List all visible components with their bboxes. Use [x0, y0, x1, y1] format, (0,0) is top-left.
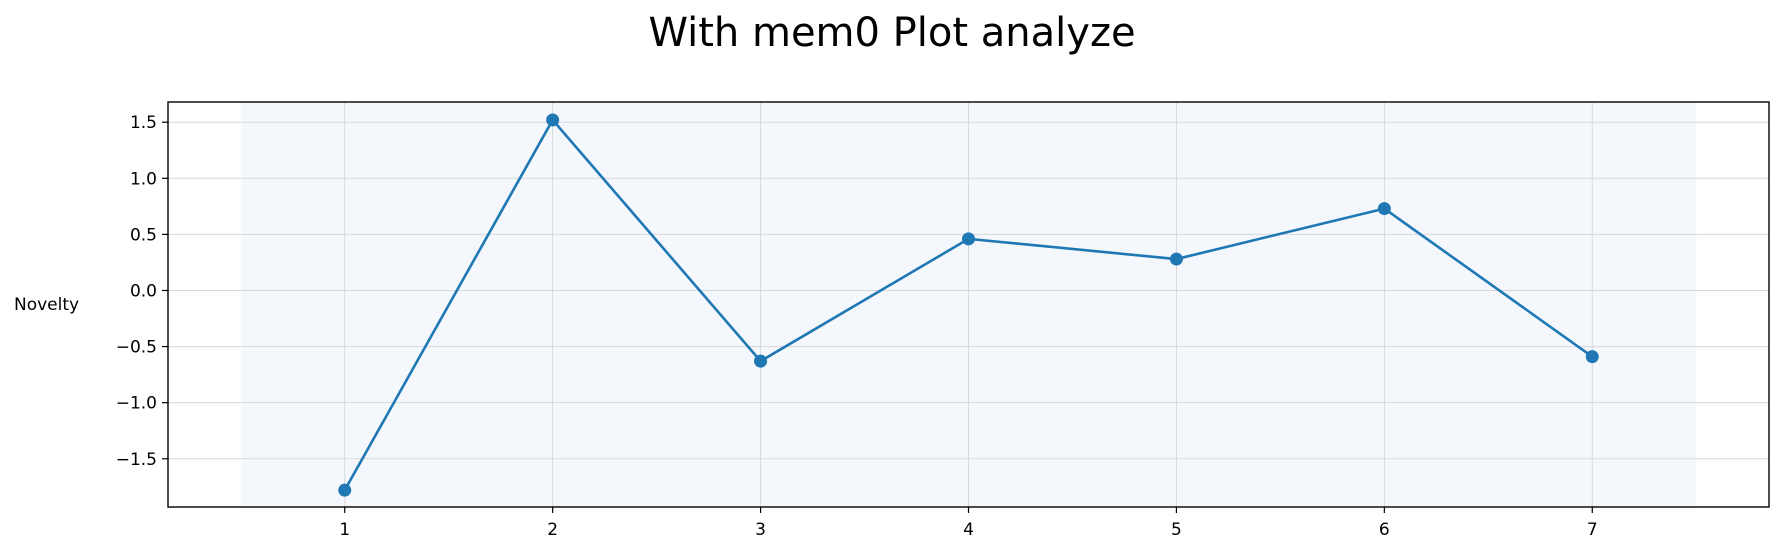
x-tick-label: 1 — [339, 520, 350, 540]
y-tick-label: −1.5 — [116, 450, 157, 470]
y-tick-label: −0.5 — [116, 338, 157, 358]
data-point — [754, 354, 768, 368]
data-point — [1585, 350, 1599, 364]
x-tick-label: 6 — [1379, 520, 1390, 540]
y-tick-label: 0.5 — [130, 225, 157, 245]
x-tick-label: 2 — [547, 520, 558, 540]
plot-area — [167, 101, 1770, 508]
data-point — [1169, 252, 1183, 266]
x-tick-label: 7 — [1587, 520, 1598, 540]
data-point — [1377, 202, 1391, 216]
x-tick-label: 3 — [755, 520, 766, 540]
chart-title: With mem0 Plot analyze — [648, 10, 1135, 56]
y-tick-label: −1.0 — [116, 394, 157, 414]
y-tick-label: 1.5 — [130, 113, 157, 133]
x-tick-label: 5 — [1171, 520, 1182, 540]
x-axis-ticks: 1 2 3 4 5 6 7 — [339, 507, 1598, 540]
data-point — [338, 483, 352, 497]
data-point — [546, 113, 560, 127]
y-tick-label: 1.0 — [130, 169, 157, 189]
y-tick-label: 0.0 — [130, 281, 157, 301]
data-point — [962, 232, 975, 246]
y-axis-ticks: 1.5 1.0 0.5 0.0 −0.5 −1.0 −1.5 — [116, 113, 168, 470]
y-axis-label: Novelty — [14, 295, 79, 315]
x-tick-label: 4 — [963, 520, 974, 540]
